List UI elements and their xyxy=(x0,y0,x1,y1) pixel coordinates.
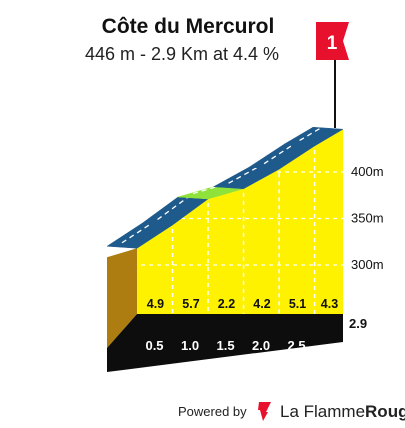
km-tick-label: 1.5 xyxy=(217,338,235,353)
grade-label: 4.9 xyxy=(147,297,164,311)
distance-base xyxy=(107,314,343,372)
segment-fill xyxy=(137,225,173,314)
brand-main: La Flamme xyxy=(280,402,365,421)
segment-fill xyxy=(279,145,315,314)
profile-fills xyxy=(137,129,343,314)
climb-number: 1 xyxy=(327,33,338,54)
km-tick-label: 1.0 xyxy=(181,338,199,353)
profile-side xyxy=(107,248,137,348)
brand-name: La FlammeRouge xyxy=(280,402,405,421)
footer: Powered by La FlammeRouge xyxy=(178,402,405,421)
road-center-dash xyxy=(299,123,329,142)
km-tick-label: 0.5 xyxy=(145,338,163,353)
altitude-tick-label: 350m xyxy=(351,211,384,226)
brand-accent: Rouge xyxy=(365,402,405,421)
grade-label: 5.1 xyxy=(289,297,306,311)
powered-by-text: Powered by xyxy=(178,404,247,419)
road-segment xyxy=(283,126,344,147)
road-center-dash xyxy=(228,163,265,184)
climb-flag: 1 xyxy=(316,22,349,128)
km-tick-label: 2.5 xyxy=(288,338,306,353)
end-distance-label: 2.9 xyxy=(349,316,367,331)
km-tick-label: 2.0 xyxy=(252,338,270,353)
grade-label: 5.7 xyxy=(182,297,199,311)
road-center-dash xyxy=(121,218,158,244)
grade-label: 4.2 xyxy=(253,297,270,311)
road-top xyxy=(106,123,344,249)
grade-label: 4.3 xyxy=(321,297,338,311)
chart-subtitle: 446 m - 2.9 Km at 4.4 % xyxy=(85,44,279,64)
altitude-tick-label: 400m xyxy=(351,164,384,179)
altitude-tick-label: 300m xyxy=(351,257,384,272)
segment-fill xyxy=(314,129,343,314)
flame-logo-icon xyxy=(258,402,271,421)
road-center-dash xyxy=(263,139,300,165)
segment-fill xyxy=(208,188,244,314)
chart-title: Côte du Mercurol xyxy=(102,15,275,38)
segment-fill xyxy=(172,198,209,314)
grade-label: 2.2 xyxy=(218,297,235,311)
segment-fill xyxy=(243,169,280,314)
flag-banner xyxy=(316,22,349,60)
distance-base-front xyxy=(107,314,343,372)
profile-side-face xyxy=(107,248,137,348)
chart-labels: 300m 350m 400m 4.9 5.7 2.2 4.2 5.1 4.3 0.5 1.0 1.5 2… xyxy=(145,164,383,353)
